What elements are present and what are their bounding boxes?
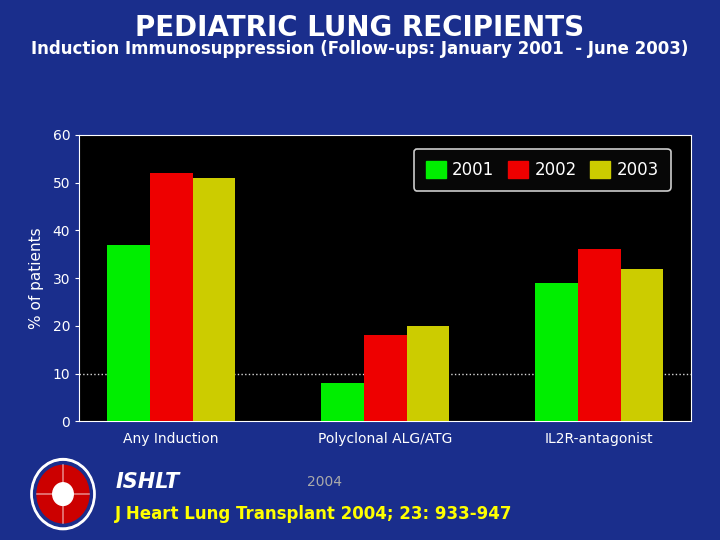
Circle shape bbox=[53, 483, 73, 505]
Bar bbox=[150, 173, 193, 421]
Circle shape bbox=[37, 465, 89, 523]
Circle shape bbox=[34, 462, 92, 526]
Bar bbox=[107, 245, 150, 421]
Bar bbox=[621, 268, 663, 421]
Text: ISHLT: ISHLT bbox=[115, 471, 179, 492]
Bar bbox=[321, 383, 364, 421]
Text: PEDIATRIC LUNG RECIPIENTS: PEDIATRIC LUNG RECIPIENTS bbox=[135, 14, 585, 42]
Bar bbox=[577, 249, 621, 421]
Bar bbox=[535, 283, 577, 421]
Text: Induction Immunosuppression (Follow-ups: January 2001  - June 2003): Induction Immunosuppression (Follow-ups:… bbox=[31, 40, 689, 58]
Y-axis label: % of patients: % of patients bbox=[30, 227, 44, 329]
Circle shape bbox=[31, 458, 95, 530]
Legend: 2001, 2002, 2003: 2001, 2002, 2003 bbox=[414, 149, 670, 191]
Text: J Heart Lung Transplant 2004; 23: 933-947: J Heart Lung Transplant 2004; 23: 933-94… bbox=[115, 505, 513, 523]
Bar bbox=[364, 335, 407, 421]
Text: 2004: 2004 bbox=[307, 475, 341, 489]
Bar bbox=[407, 326, 449, 421]
Bar bbox=[193, 178, 235, 421]
